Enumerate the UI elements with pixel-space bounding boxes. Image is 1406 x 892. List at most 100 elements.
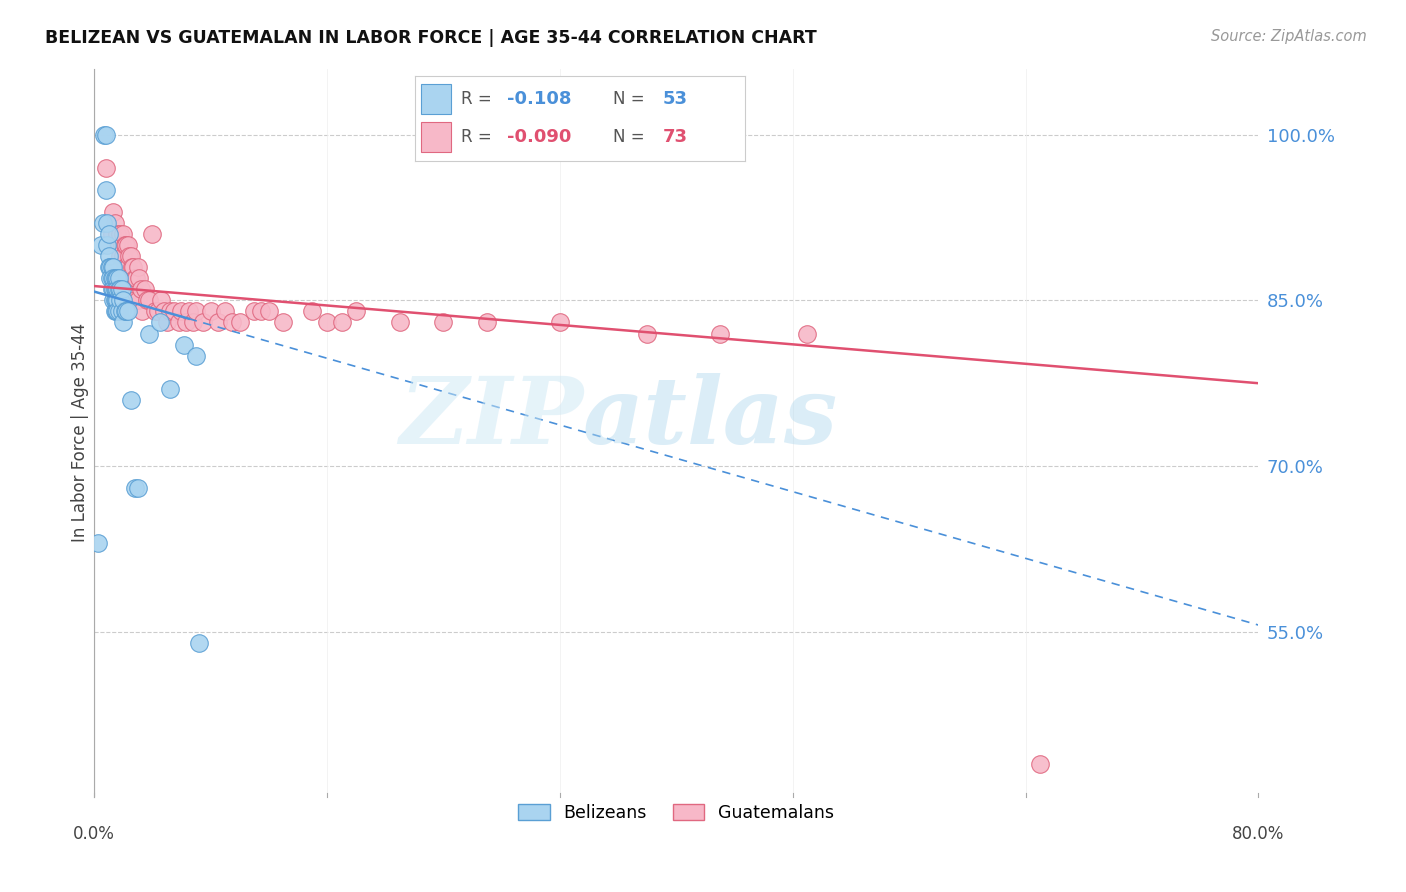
Point	[153, 304, 176, 318]
Bar	[422, 85, 451, 114]
Point	[97, 227, 120, 242]
Point	[104, 293, 127, 308]
Point	[90, 238, 112, 252]
Point	[388, 316, 411, 330]
Point	[117, 260, 139, 275]
Point	[141, 227, 163, 242]
Legend: Belizeans, Guatemalans: Belizeans, Guatemalans	[512, 797, 841, 829]
Point	[129, 282, 152, 296]
Text: 0.0%: 0.0%	[73, 825, 115, 843]
Point	[111, 304, 134, 318]
Point	[250, 304, 273, 318]
Point	[101, 293, 124, 308]
Y-axis label: In Labor Force | Age 35-44: In Labor Force | Age 35-44	[72, 323, 89, 542]
Point	[124, 481, 146, 495]
Point	[316, 316, 339, 330]
Point	[96, 238, 118, 252]
Point	[108, 304, 131, 318]
Point	[108, 271, 131, 285]
Point	[110, 249, 132, 263]
Point	[143, 304, 166, 318]
Point	[138, 326, 160, 341]
Point	[112, 293, 135, 308]
Point	[112, 227, 135, 242]
Point	[127, 481, 149, 495]
Point	[159, 382, 181, 396]
Point	[98, 271, 121, 285]
Point	[91, 216, 114, 230]
Point	[94, 161, 117, 175]
Point	[228, 316, 250, 330]
Point	[118, 249, 141, 263]
Point	[135, 293, 157, 308]
Point	[107, 282, 129, 296]
Point	[110, 227, 132, 242]
Point	[796, 326, 818, 341]
Point	[103, 271, 125, 285]
Text: 73: 73	[662, 128, 688, 145]
Point	[103, 216, 125, 230]
Point	[121, 282, 143, 296]
Point	[111, 238, 134, 252]
Bar	[422, 122, 451, 152]
Point	[150, 293, 173, 308]
Point	[120, 249, 142, 263]
Point	[107, 227, 129, 242]
Point	[104, 282, 127, 296]
Text: Source: ZipAtlas.com: Source: ZipAtlas.com	[1211, 29, 1367, 44]
Point	[97, 260, 120, 275]
Point	[100, 227, 122, 242]
Text: -0.108: -0.108	[508, 90, 572, 108]
Point	[1029, 757, 1052, 772]
Point	[181, 316, 204, 330]
Point	[97, 249, 120, 263]
Point	[273, 316, 295, 330]
Point	[101, 205, 124, 219]
Point	[118, 271, 141, 285]
Point	[159, 304, 181, 318]
Point	[112, 249, 135, 263]
Point	[184, 349, 207, 363]
Point	[636, 326, 658, 341]
Text: -0.090: -0.090	[508, 128, 572, 145]
Text: 80.0%: 80.0%	[1232, 825, 1285, 843]
Point	[94, 128, 117, 142]
Point	[177, 304, 200, 318]
Point	[173, 337, 195, 351]
Point	[103, 293, 125, 308]
Point	[124, 271, 146, 285]
Point	[138, 293, 160, 308]
Point	[163, 304, 186, 318]
Point	[101, 271, 124, 285]
Point	[104, 238, 127, 252]
Point	[98, 260, 121, 275]
Point	[128, 271, 150, 285]
Point	[108, 282, 131, 296]
Point	[170, 304, 193, 318]
Text: N =: N =	[613, 128, 644, 145]
Point	[174, 316, 197, 330]
Point	[101, 282, 124, 296]
Point	[167, 316, 190, 330]
Point	[107, 271, 129, 285]
Point	[103, 304, 125, 318]
Point	[103, 282, 125, 296]
Point	[125, 271, 148, 285]
Point	[115, 260, 138, 275]
Text: R =: R =	[461, 90, 492, 108]
Point	[96, 216, 118, 230]
Point	[110, 293, 132, 308]
Point	[114, 238, 136, 252]
Point	[107, 304, 129, 318]
Text: BELIZEAN VS GUATEMALAN IN LABOR FORCE | AGE 35-44 CORRELATION CHART: BELIZEAN VS GUATEMALAN IN LABOR FORCE | …	[45, 29, 817, 46]
Point	[301, 304, 323, 318]
Point	[131, 304, 153, 318]
Point	[243, 304, 266, 318]
Text: ZIP: ZIP	[399, 374, 583, 463]
Point	[117, 238, 139, 252]
Point	[93, 128, 115, 142]
Point	[709, 326, 731, 341]
Point	[100, 282, 122, 296]
Point	[122, 260, 145, 275]
Point	[344, 304, 367, 318]
